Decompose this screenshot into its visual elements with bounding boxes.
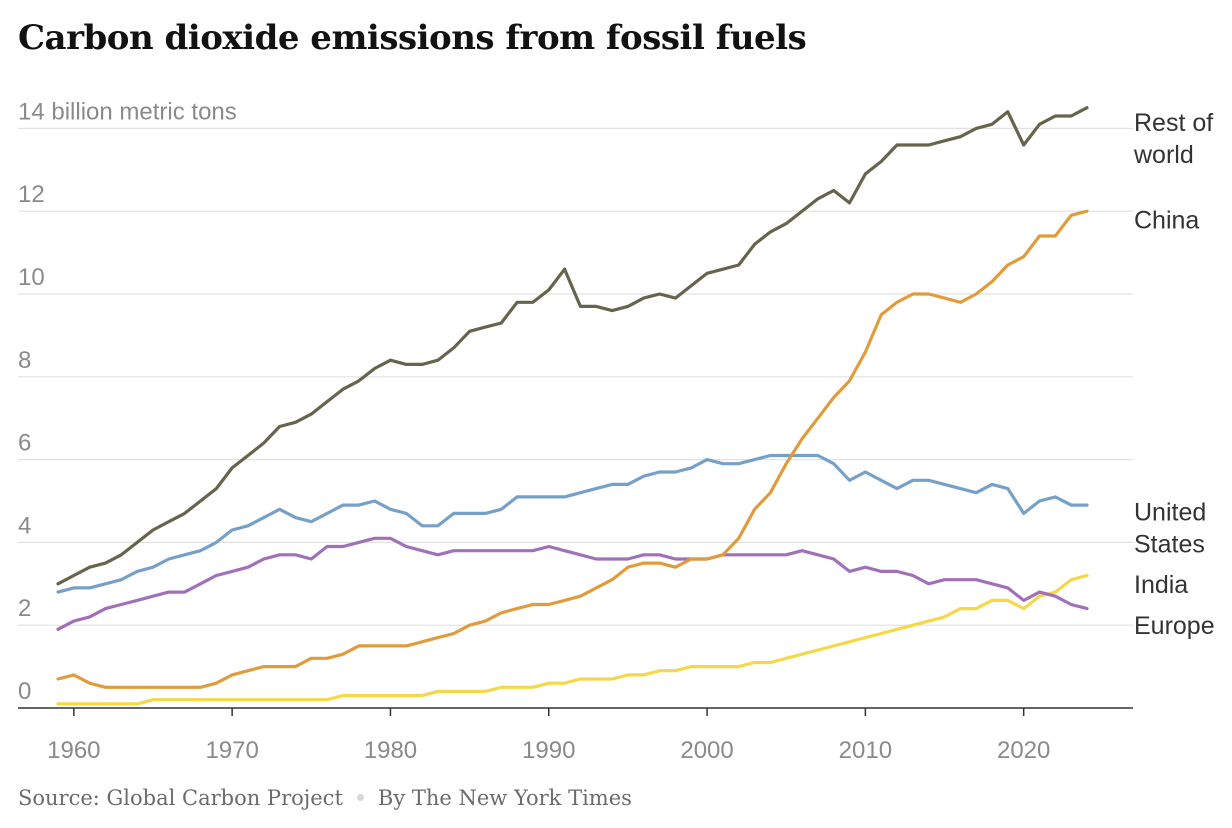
y-tick-label: 14 billion metric tons: [18, 98, 237, 125]
series-label-india: India: [1134, 571, 1188, 599]
series-label-line: China: [1134, 206, 1199, 234]
series-label-line: India: [1134, 571, 1188, 599]
grid-lines: [18, 127, 1133, 626]
x-tick-label: 1990: [522, 737, 575, 764]
series-label-united-states: United States: [1134, 498, 1206, 558]
series-label-line: Europe: [1134, 612, 1215, 640]
x-tick-label: 1960: [47, 737, 100, 764]
y-tick-label: 2: [18, 595, 31, 622]
chart-title: Carbon dioxide emissions from fossil fue…: [18, 18, 807, 58]
x-tick-label: 1970: [205, 737, 258, 764]
series-label-line: Rest of: [1134, 109, 1213, 137]
byline: By The New York Times: [377, 786, 632, 810]
y-tick-label: 12: [18, 181, 45, 208]
series-label-line: world: [1133, 141, 1194, 169]
x-tick-label: 2010: [839, 737, 892, 764]
y-tick-label: 6: [18, 430, 31, 457]
series-line-europe: [56, 536, 1089, 631]
series-line-india: [56, 573, 1089, 706]
y-tick-label: 10: [18, 264, 45, 291]
y-tick-label: 0: [18, 678, 31, 705]
series-line-china: [56, 209, 1089, 689]
series-label-europe: Europe: [1134, 612, 1215, 640]
series-lines: [56, 106, 1089, 706]
y-axis-ticks: 0 2 4 6 8 10 12 14 billion metric tons: [18, 98, 237, 705]
separator-dot: [356, 794, 364, 801]
series-label-china: China: [1134, 206, 1199, 234]
y-tick-label: 4: [18, 512, 31, 539]
series-label-rest-of-world: Rest of world: [1133, 109, 1213, 169]
series-line-rest-of-world: [56, 106, 1089, 586]
x-tick-label: 1980: [364, 737, 417, 764]
series-label-line: United: [1134, 498, 1206, 526]
x-axis-ticks: 1960 1970 1980 1990 2000 2010 2020: [47, 708, 1050, 764]
series-label-line: States: [1134, 530, 1205, 558]
y-tick-label: 8: [18, 347, 31, 374]
source-note: Source: Global Carbon Project: [18, 786, 343, 810]
footer: Source: Global Carbon Project By The New …: [18, 786, 632, 810]
x-tick-label: 2000: [680, 737, 733, 764]
series-labels: Rest of world China United States India Europe: [1133, 109, 1215, 640]
x-tick-label: 2020: [997, 737, 1050, 764]
series-line-united-states: [56, 453, 1089, 594]
